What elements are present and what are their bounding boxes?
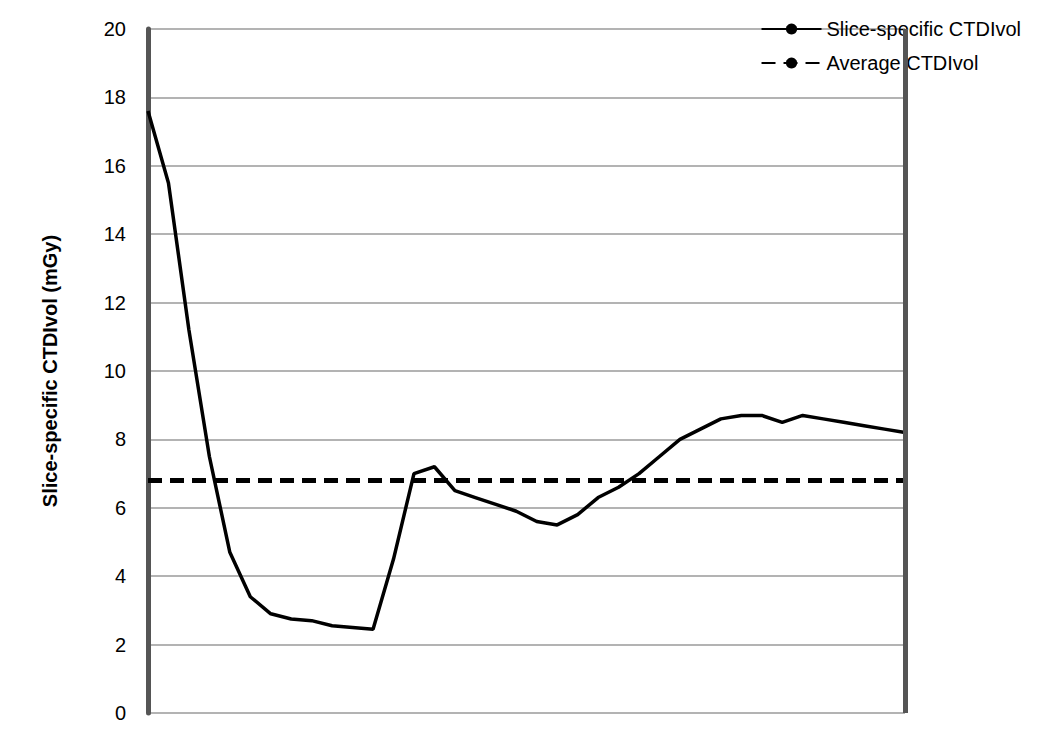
svg-text:20: 20 (104, 18, 126, 40)
svg-text:Slice-specific CTDIvol: Slice-specific CTDIvol (827, 18, 1021, 40)
svg-text:Average CTDIvol: Average CTDIvol (827, 52, 979, 74)
svg-text:4: 4 (115, 565, 126, 587)
svg-text:8: 8 (115, 428, 126, 450)
svg-text:16: 16 (104, 155, 126, 177)
svg-text:18: 18 (104, 86, 126, 108)
svg-text:0: 0 (115, 702, 126, 724)
svg-text:6: 6 (115, 497, 126, 519)
svg-text:10: 10 (104, 360, 126, 382)
svg-text:12: 12 (104, 292, 126, 314)
svg-text:14: 14 (104, 223, 126, 245)
svg-text:2: 2 (115, 634, 126, 656)
svg-text:Slice-specific CTDIvol (mGy): Slice-specific CTDIvol (mGy) (39, 235, 61, 507)
